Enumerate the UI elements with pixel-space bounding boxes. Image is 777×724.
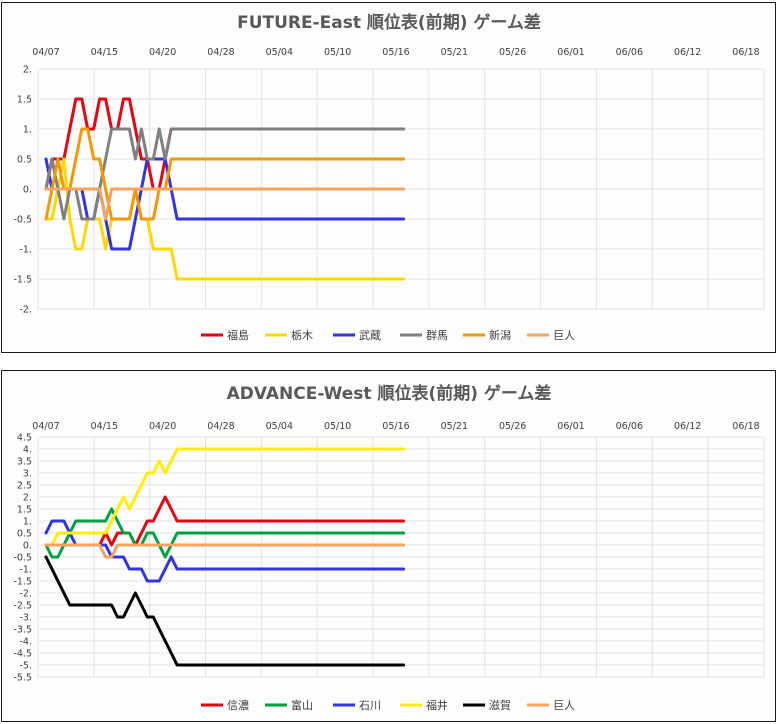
west-x-tick-label: 06/01 xyxy=(557,421,584,432)
west-legend-item: 石川 xyxy=(333,699,381,712)
east-legend-item: 福島 xyxy=(201,328,249,342)
west-y-tick-label: -1.5 xyxy=(13,577,32,588)
east-legend-item: 群馬 xyxy=(400,328,448,342)
west-legend-item: 富山 xyxy=(265,698,313,712)
east-legend-label: 福島 xyxy=(227,328,249,342)
east-x-tick-label: 05/16 xyxy=(382,47,409,58)
east-y-tick-label: 0. xyxy=(23,185,32,196)
west-legend-label: 滋賀 xyxy=(489,699,511,712)
east-y-tick-label: -0.5 xyxy=(13,215,32,226)
west-series-line-6 xyxy=(44,543,406,559)
east-x-tick-label: 05/10 xyxy=(324,47,351,58)
east-legend-item: 栃木 xyxy=(265,328,313,342)
east-y-tick-label: -2. xyxy=(20,305,33,316)
west-y-tick-label: -0.5 xyxy=(13,553,32,564)
west-y-tick-label: 3. xyxy=(23,469,32,480)
west-legend-item: 福井 xyxy=(400,698,448,712)
west-y-tick-label: -5. xyxy=(20,661,33,672)
east-y-tick-label: 0.5 xyxy=(17,155,32,166)
west-x-tick-label: 05/16 xyxy=(382,421,409,432)
east-y-tick-label: 1. xyxy=(23,125,32,136)
west-y-tick-label: -4.5 xyxy=(13,649,32,660)
east-y-tick-label: -1.5 xyxy=(13,275,32,286)
west-x-tick-label: 04/15 xyxy=(91,421,118,432)
future-east-chart: FUTURE-East 順位表(前期) ゲーム差 2. 1.5 1. 0.5 0. -0.5… xyxy=(13,12,765,342)
west-x-tick-label: 05/10 xyxy=(324,421,351,432)
west-y-tick-label: 0. xyxy=(23,541,32,552)
west-y-tick-label: -1. xyxy=(20,565,33,576)
advance-west-chart-panel: ADVANCE-West 順位表(前期) ゲーム差 4.5 4. 3.5 3. 2.5 2.… xyxy=(1,370,776,722)
east-x-tick-label: 04/20 xyxy=(149,47,176,58)
east-legend-label: 栃木 xyxy=(291,328,313,342)
east-x-tick-label: 04/28 xyxy=(207,47,234,58)
west-x-tick-label: 04/28 xyxy=(207,421,234,432)
east-legend-item: 武蔵 xyxy=(333,329,381,342)
east-legend-label: 群馬 xyxy=(426,328,448,342)
west-y-tick-label: -3.5 xyxy=(13,625,32,636)
east-x-tick-label: 06/06 xyxy=(616,47,643,58)
east-series-line-3 xyxy=(44,157,406,251)
west-y-tick-label: 1. xyxy=(23,517,32,528)
west-x-tick-label: 05/21 xyxy=(441,421,468,432)
future-east-chart-panel: FUTURE-East 順位表(前期) ゲーム差 2. 1.5 1. 0.5 0. -0.5… xyxy=(1,2,776,353)
west-y-tick-label: 2. xyxy=(23,493,32,504)
east-x-tick-label: 05/21 xyxy=(441,47,468,58)
west-legend-label: 富山 xyxy=(291,698,313,712)
west-x-tick-label: 06/12 xyxy=(674,421,701,432)
west-x-tick-label: 04/07 xyxy=(32,421,59,432)
west-legend-item: 巨人 xyxy=(527,699,575,712)
west-y-tick-label: 3.5 xyxy=(17,457,32,468)
west-y-tick-label: -2.5 xyxy=(13,601,32,612)
west-series-line-1 xyxy=(44,495,406,547)
east-chart-title: FUTURE-East 順位表(前期) ゲーム差 xyxy=(237,12,541,33)
east-series-line-5 xyxy=(44,127,406,221)
east-x-tick-label: 04/15 xyxy=(91,47,118,58)
west-x-tick-label: 06/06 xyxy=(616,421,643,432)
east-legend-label: 新潟 xyxy=(489,328,511,342)
west-x-tick-label: 05/26 xyxy=(499,421,526,432)
west-series-line-3 xyxy=(44,519,406,583)
west-legend-label: 石川 xyxy=(359,699,381,712)
west-legend-label: 信濃 xyxy=(227,698,249,712)
west-legend-item: 信濃 xyxy=(201,698,249,712)
west-legend-label: 福井 xyxy=(426,698,448,712)
advance-west-chart: ADVANCE-West 順位表(前期) ゲーム差 4.54.3.53.2.52.… xyxy=(13,383,765,712)
east-series-line-4 xyxy=(44,127,406,221)
west-y-tick-label: -3. xyxy=(20,613,33,624)
west-y-tick-label: 1.5 xyxy=(17,505,32,516)
east-y-tick-label: -1. xyxy=(20,245,33,256)
east-series-line-1 xyxy=(44,97,406,191)
east-y-tick-label: 1.5 xyxy=(17,95,32,106)
east-x-tick-label: 06/01 xyxy=(557,47,584,58)
east-legend-item: 巨人 xyxy=(527,329,575,342)
west-x-tick-label: 05/04 xyxy=(266,421,293,432)
west-y-tick-label: -2. xyxy=(20,589,33,600)
east-legend-label: 武蔵 xyxy=(359,329,381,342)
east-x-tick-label: 05/04 xyxy=(266,47,293,58)
east-series-line-6 xyxy=(44,187,406,221)
west-legend-item: 滋賀 xyxy=(463,699,511,712)
west-y-tick-label: 0.5 xyxy=(17,529,32,540)
east-legend-item: 新潟 xyxy=(463,328,511,342)
east-y-tick-label: 2. xyxy=(23,65,32,76)
east-x-tick-label: 06/12 xyxy=(674,47,701,58)
east-legend-label: 巨人 xyxy=(553,329,575,342)
west-y-tick-label: 4. xyxy=(23,445,32,456)
west-grid xyxy=(37,436,765,678)
west-series-line-4 xyxy=(44,447,406,547)
west-x-tick-label: 06/18 xyxy=(732,421,759,432)
west-legend-label: 巨人 xyxy=(553,699,575,712)
east-x-tick-label: 06/18 xyxy=(732,47,759,58)
west-y-tick-label: -4. xyxy=(20,637,33,648)
west-x-tick-label: 04/20 xyxy=(149,421,176,432)
west-series-line-5 xyxy=(44,555,406,667)
east-x-tick-label: 05/26 xyxy=(499,47,526,58)
west-chart-title: ADVANCE-West 順位表(前期) ゲーム差 xyxy=(227,383,552,404)
west-y-tick-label: -5.5 xyxy=(13,673,32,684)
west-y-tick-label: 2.5 xyxy=(17,481,32,492)
east-x-tick-label: 04/07 xyxy=(32,47,59,58)
west-y-tick-label: 4.5 xyxy=(17,433,32,444)
